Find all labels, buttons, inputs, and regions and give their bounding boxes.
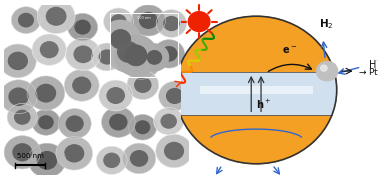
- Circle shape: [99, 49, 115, 65]
- Circle shape: [188, 12, 210, 32]
- Circle shape: [107, 87, 125, 104]
- Circle shape: [140, 44, 169, 71]
- Circle shape: [66, 115, 84, 132]
- Circle shape: [127, 70, 159, 100]
- Circle shape: [139, 12, 158, 29]
- Circle shape: [28, 143, 66, 177]
- Circle shape: [8, 52, 28, 70]
- Circle shape: [0, 44, 36, 78]
- Circle shape: [107, 32, 150, 72]
- Circle shape: [109, 114, 127, 130]
- Circle shape: [14, 110, 31, 125]
- Circle shape: [56, 137, 93, 170]
- Circle shape: [12, 143, 32, 161]
- Circle shape: [104, 8, 133, 35]
- Circle shape: [27, 76, 65, 110]
- Circle shape: [153, 40, 184, 68]
- Circle shape: [65, 38, 101, 70]
- Circle shape: [118, 42, 139, 62]
- Circle shape: [110, 14, 127, 29]
- Circle shape: [122, 143, 156, 174]
- Circle shape: [40, 41, 59, 58]
- Circle shape: [32, 109, 60, 135]
- Circle shape: [115, 35, 157, 76]
- FancyBboxPatch shape: [200, 86, 313, 94]
- Circle shape: [11, 7, 40, 33]
- Circle shape: [32, 34, 67, 65]
- Circle shape: [161, 46, 178, 62]
- Circle shape: [68, 14, 98, 41]
- Circle shape: [38, 115, 54, 129]
- Circle shape: [96, 146, 127, 174]
- Circle shape: [131, 5, 166, 36]
- Circle shape: [64, 69, 99, 101]
- Circle shape: [156, 10, 187, 37]
- Circle shape: [72, 76, 91, 94]
- Circle shape: [101, 20, 140, 58]
- Circle shape: [129, 114, 156, 140]
- Circle shape: [73, 45, 93, 63]
- Circle shape: [92, 43, 122, 71]
- Circle shape: [166, 88, 184, 104]
- FancyBboxPatch shape: [175, 72, 337, 115]
- Text: 500 nm: 500 nm: [17, 152, 44, 159]
- Circle shape: [131, 52, 152, 71]
- Circle shape: [164, 142, 184, 160]
- Circle shape: [58, 109, 91, 139]
- Circle shape: [4, 136, 40, 169]
- Circle shape: [37, 0, 75, 34]
- Circle shape: [125, 45, 147, 66]
- Circle shape: [36, 84, 56, 103]
- Circle shape: [64, 144, 84, 163]
- Circle shape: [0, 80, 37, 114]
- Circle shape: [46, 7, 67, 26]
- Circle shape: [74, 20, 91, 35]
- Circle shape: [130, 150, 148, 167]
- Circle shape: [316, 61, 338, 81]
- Circle shape: [7, 103, 37, 131]
- Circle shape: [156, 134, 192, 168]
- Text: $\mathbf{h}^+$: $\mathbf{h}^+$: [256, 98, 272, 111]
- Circle shape: [122, 44, 161, 79]
- Circle shape: [159, 81, 191, 111]
- Circle shape: [163, 16, 180, 31]
- Text: 100 nm: 100 nm: [137, 16, 150, 20]
- Text: $\mathbf{e}^-$: $\mathbf{e}^-$: [282, 45, 297, 56]
- Circle shape: [147, 51, 161, 64]
- Text: H$_2$: H$_2$: [319, 17, 333, 31]
- Circle shape: [160, 114, 177, 129]
- Circle shape: [135, 120, 150, 134]
- Text: H$^+$: H$^+$: [368, 58, 378, 71]
- Circle shape: [103, 153, 120, 168]
- Circle shape: [111, 30, 130, 49]
- Circle shape: [154, 107, 184, 135]
- Circle shape: [99, 80, 133, 111]
- Circle shape: [8, 87, 29, 106]
- Circle shape: [102, 107, 135, 137]
- Circle shape: [321, 65, 327, 71]
- Circle shape: [134, 77, 152, 93]
- Circle shape: [175, 16, 337, 164]
- Circle shape: [18, 13, 34, 28]
- Text: $\rightarrow$Pt: $\rightarrow$Pt: [356, 66, 378, 77]
- Circle shape: [37, 151, 57, 170]
